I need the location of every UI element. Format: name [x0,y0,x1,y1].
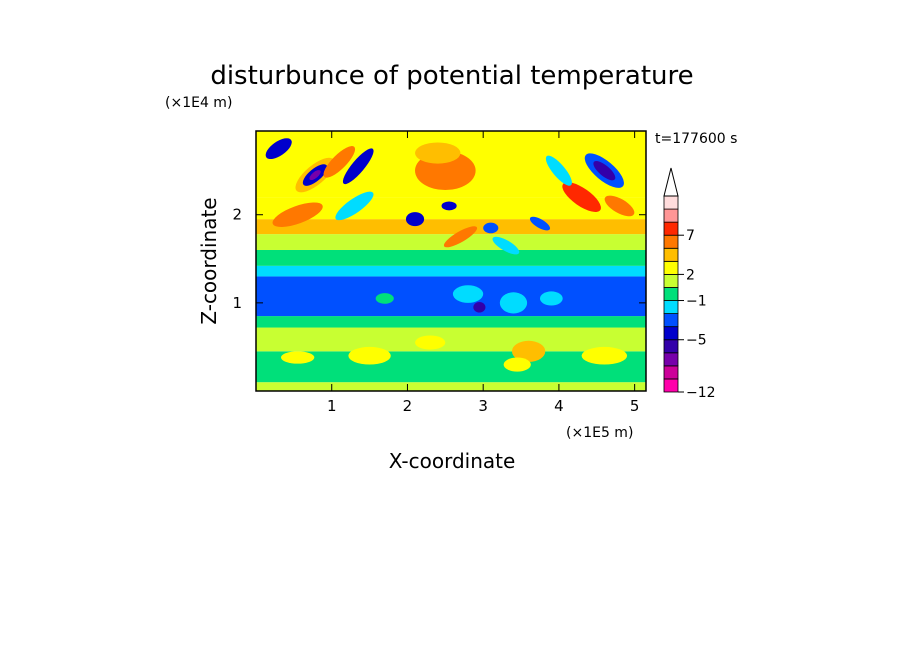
contour-cell [375,293,394,304]
colorbar-extend-arrow [663,167,679,197]
x-tick-label: 4 [554,397,564,415]
contour-cell [265,138,292,160]
contour-cell [593,161,616,181]
contour-cell [562,182,601,212]
contour-cell [511,340,546,362]
colorbar-swatch [663,326,679,341]
contour-cell [452,285,484,303]
colorbar-swatch [663,195,679,210]
plot-frame [255,130,647,392]
colorbar-label: −5 [686,333,707,349]
contour-band [256,351,646,383]
contour-cell [443,226,478,248]
contour-cell [405,212,425,227]
x-axis: 1 2 3 4 5 [327,131,639,415]
colorbar-swatch [663,287,679,301]
colorbar-swatch [663,378,679,393]
contour-cell [473,301,486,313]
colorbar-swatch [663,208,679,223]
colorbar: −12−5−127 [663,167,716,401]
colorbar-swatch [663,273,679,288]
colorbar-label: 7 [686,228,695,244]
contour-cell [483,222,499,234]
contour-cell [499,292,528,314]
chart-title: disturbunce of potential temperature [210,61,693,91]
colorbar-label: 2 [686,267,695,283]
contour-cell [348,346,391,365]
contour-band [256,382,646,391]
y-tick-label: 1 [232,294,242,312]
contour-cell [503,357,531,372]
contour-cell [529,216,551,231]
colorbar-swatch [663,247,679,262]
contour-cell [323,146,356,178]
x-tick-label: 5 [630,397,640,415]
colorbar-swatch [663,352,679,367]
plot-area [256,131,646,391]
contour-band [256,316,646,328]
contour-cell [415,335,446,350]
colorbar-swatch [663,234,679,249]
contour-cell [415,142,461,164]
contour-cell [272,202,323,228]
contour-cell [545,155,572,186]
contour-cell [309,170,321,181]
contour-cell [441,201,457,211]
time-label: t=177600 s [655,131,737,147]
contour-cell [280,351,315,364]
y-axis-label: Z-coordinate [197,197,221,324]
colorbar-label: −1 [686,294,707,310]
contour-cell [342,148,374,185]
colorbar-swatch [663,300,679,314]
contour-band [256,265,646,277]
contour-band [256,276,646,317]
colorbar-swatch [663,339,679,354]
contour-cell [335,191,374,221]
x-tick-label: 3 [478,397,488,415]
contour-band [256,327,646,352]
x-tick-label: 2 [403,397,413,415]
colorbar-swatch [663,260,679,275]
contour-band [256,249,646,266]
colorbar-swatch [663,365,679,380]
y-tick-label: 2 [232,206,242,224]
y-axis: 12 [232,206,646,312]
x-tick-label: 1 [327,397,337,415]
colorbar-label: −12 [686,385,716,401]
x-axis-label: X-coordinate [389,449,516,473]
x-unit-label: (×1E5 m) [566,425,633,441]
contour-cell [604,195,635,217]
contour-band [256,219,646,235]
contour-cell [539,291,563,306]
colorbar-swatch [663,221,679,236]
contour-cell [492,236,520,255]
colorbar-swatch [663,313,679,328]
y-unit-label: (×1E4 m) [165,95,232,111]
contour-cell [581,346,628,365]
